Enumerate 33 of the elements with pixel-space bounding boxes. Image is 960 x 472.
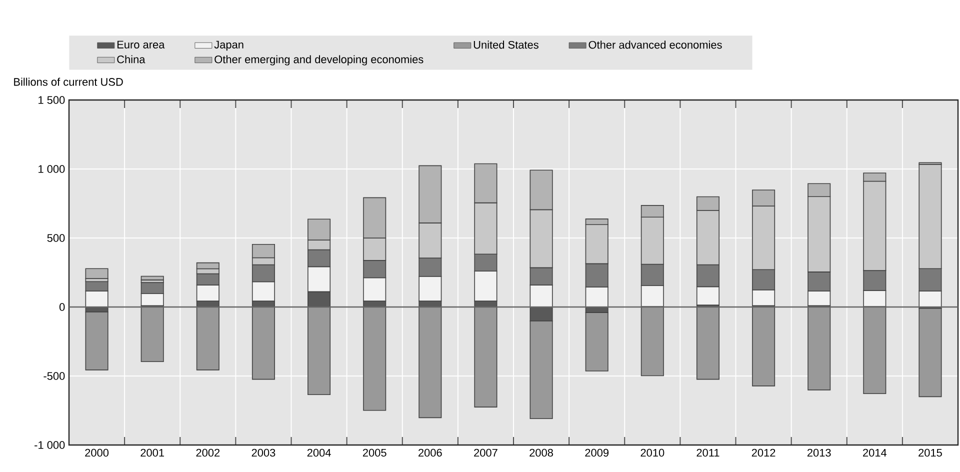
x-tick-label: 2000: [85, 448, 109, 457]
y-axis-title: Billions of current USD: [14, 78, 123, 86]
x-tick-label: 2008: [530, 448, 553, 457]
x-tick-label: 2002: [196, 448, 220, 457]
bar: [85, 268, 108, 279]
y-tick-label: 1 500: [38, 96, 65, 104]
legend-label: Japan: [214, 40, 244, 51]
bar: [696, 306, 720, 380]
x-tick-label: 2012: [752, 448, 776, 457]
x-tick-label: 2015: [918, 448, 942, 457]
legend-label: United States: [474, 40, 538, 49]
legend-label: Other advanced economies: [588, 40, 722, 49]
y-tick-label: 1 000: [38, 165, 65, 173]
y-tick-label: -1 000: [34, 441, 65, 449]
x-tick-label: 2014: [863, 448, 887, 457]
y-tick-label: -500: [44, 372, 65, 380]
y-tick-label: 0: [59, 303, 65, 311]
bar: [85, 312, 108, 370]
legend-label: Euro area: [118, 40, 165, 48]
x-tick-label: 2013: [807, 448, 831, 457]
x-tick-label: 2005: [362, 448, 386, 457]
legend-label: Other emerging and developing economies: [214, 55, 424, 66]
legend-label: China: [117, 55, 146, 64]
x-tick-label: 2001: [140, 448, 164, 457]
bar: [140, 276, 164, 280]
x-tick-label: 2003: [252, 448, 276, 457]
x-tick-label: 2004: [307, 448, 331, 457]
x-tick-label: 2007: [474, 448, 498, 457]
x-tick-label: 2011: [696, 448, 720, 457]
x-tick-label: 2009: [585, 448, 609, 457]
x-tick-label: 2006: [418, 448, 442, 457]
x-tick-label: 2010: [640, 448, 664, 457]
y-tick-label: 500: [47, 234, 65, 242]
